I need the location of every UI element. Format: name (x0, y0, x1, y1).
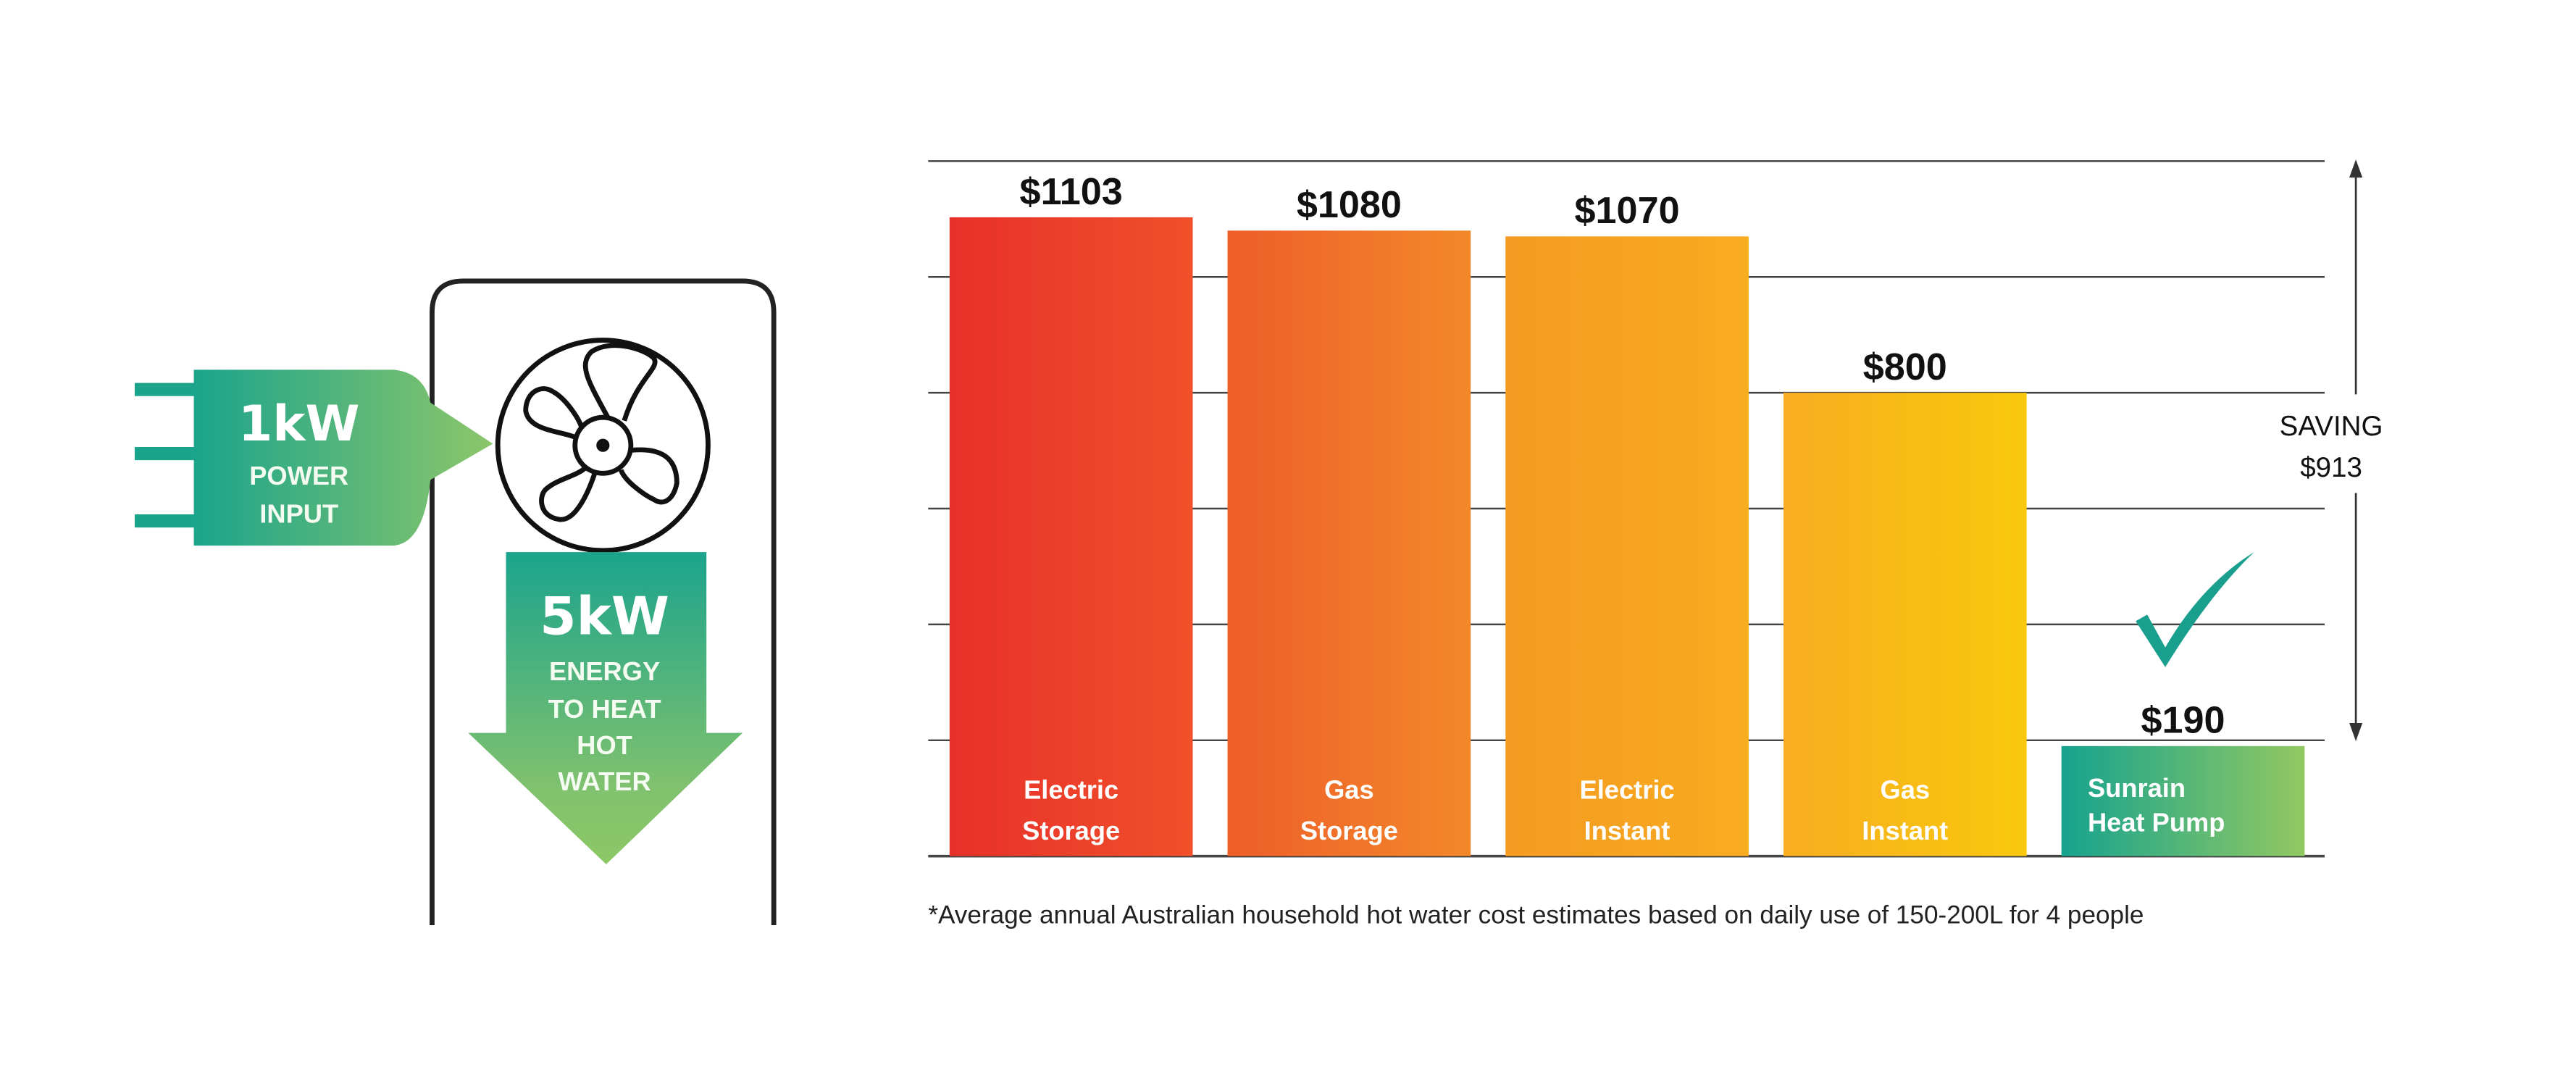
bar (1783, 393, 2027, 856)
bar-category-label: Storage (1300, 816, 1398, 845)
input-label-line2: INPUT (259, 498, 338, 528)
bar-value-label: $1103 (1020, 171, 1123, 213)
output-label-line3: HOT (577, 730, 632, 760)
arrow-up-icon (2349, 159, 2363, 178)
bar-value-label: $1070 (1575, 190, 1680, 232)
output-arrow-icon (468, 552, 743, 865)
bar-category-label: Electric (1580, 774, 1675, 804)
bar (1227, 230, 1471, 856)
heat-pump-unit-outline (430, 278, 777, 925)
bar-value-label: $1080 (1297, 184, 1402, 226)
bar-category-label: Instant (1584, 816, 1670, 845)
output-label-line2: TO HEAT (548, 694, 661, 724)
bar (949, 217, 1193, 856)
bars: $1103 Electric Storage $1080 Gas Storage $1070… (949, 171, 2305, 856)
output-value: 5kW (540, 587, 669, 648)
fan-icon (495, 338, 711, 553)
bar-category-label: Heat Pump (2088, 808, 2225, 837)
bar-category-label: Electric (1024, 774, 1118, 804)
saving-label: SAVING (2280, 411, 2383, 442)
saving-annotation: SAVING $913 (2280, 159, 2383, 741)
saving-amount: $913 (2300, 452, 2362, 483)
bar-category-label: Gas (1324, 774, 1374, 804)
bar-value-label: $190 (2141, 700, 2225, 742)
arrow-down-icon (2349, 723, 2363, 741)
bar-category-label: Instant (1862, 816, 1948, 845)
checkmark-icon (2136, 552, 2254, 667)
bar-category-label: Storage (1022, 816, 1120, 845)
heat-pump-diagram: 1kW POWER INPUT 5kW ENERGY TO HEAT HOT W… (134, 278, 777, 925)
bar-value-label: $800 (1863, 346, 1947, 388)
footnote: *Average annual Australian household hot… (928, 901, 2144, 929)
output-label-line1: ENERGY (549, 656, 660, 686)
bar (1505, 236, 1749, 856)
bar (2061, 745, 2305, 856)
bar-category-label: Sunrain (2088, 773, 2186, 803)
input-value: 1kW (238, 396, 360, 453)
bar-category-label: Gas (1881, 774, 1931, 804)
power-plug-icon (134, 369, 493, 546)
input-label-line1: POWER (249, 461, 348, 490)
cost-bar-chart: $1103 Electric Storage $1080 Gas Storage $1070… (928, 159, 2383, 929)
output-label-line4: WATER (558, 766, 651, 796)
